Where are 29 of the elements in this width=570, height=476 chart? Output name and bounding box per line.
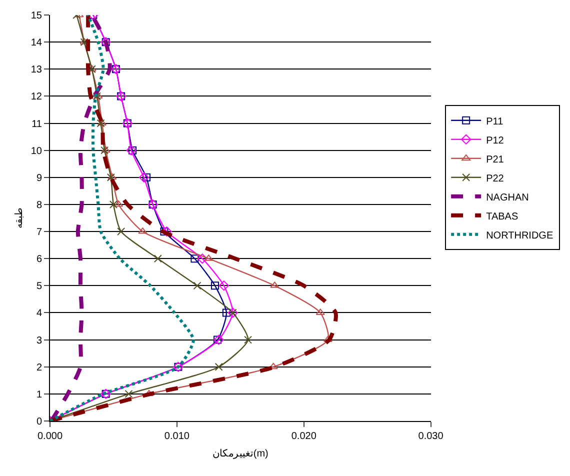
y-tick-label: 7 (36, 227, 42, 238)
y-tick-label: 8 (36, 200, 42, 211)
y-axis-title: طبقه (14, 208, 25, 228)
legend-label: P22 (486, 173, 504, 184)
legend-label: NAGHAN (486, 192, 529, 204)
y-tick-label: 11 (32, 118, 42, 130)
legend-label: TABAS (486, 211, 518, 222)
y-tick-label: 2 (36, 362, 42, 374)
y-tick-label: 10 (30, 146, 42, 157)
y-tick-label: 13 (30, 64, 42, 76)
x-tick-label: 0.000 (37, 431, 63, 442)
y-tick-label: 5 (36, 281, 42, 292)
x-tick-label: 0.020 (291, 431, 317, 442)
legend-label: NORTHRIDGE (486, 230, 554, 242)
legend-label: P11 (486, 116, 504, 128)
x-tick-label: 0.030 (418, 431, 444, 442)
y-tick-label: 9 (36, 172, 42, 184)
y-tick-label: 15 (30, 10, 42, 22)
y-tick-label: 3 (36, 335, 42, 346)
y-tick-label: 1 (36, 389, 42, 400)
legend-label: P12 (486, 135, 504, 146)
legend-label: P21 (486, 154, 504, 166)
x-tick-label: 0.010 (164, 431, 190, 442)
y-tick-label: 4 (36, 308, 42, 320)
y-tick-label: 14 (30, 38, 42, 49)
x-axis-title: تغییرمکان(m) (212, 448, 268, 460)
y-tick-label: 12 (30, 92, 42, 103)
y-tick-label: 0 (36, 416, 42, 428)
y-tick-label: 6 (36, 254, 42, 266)
